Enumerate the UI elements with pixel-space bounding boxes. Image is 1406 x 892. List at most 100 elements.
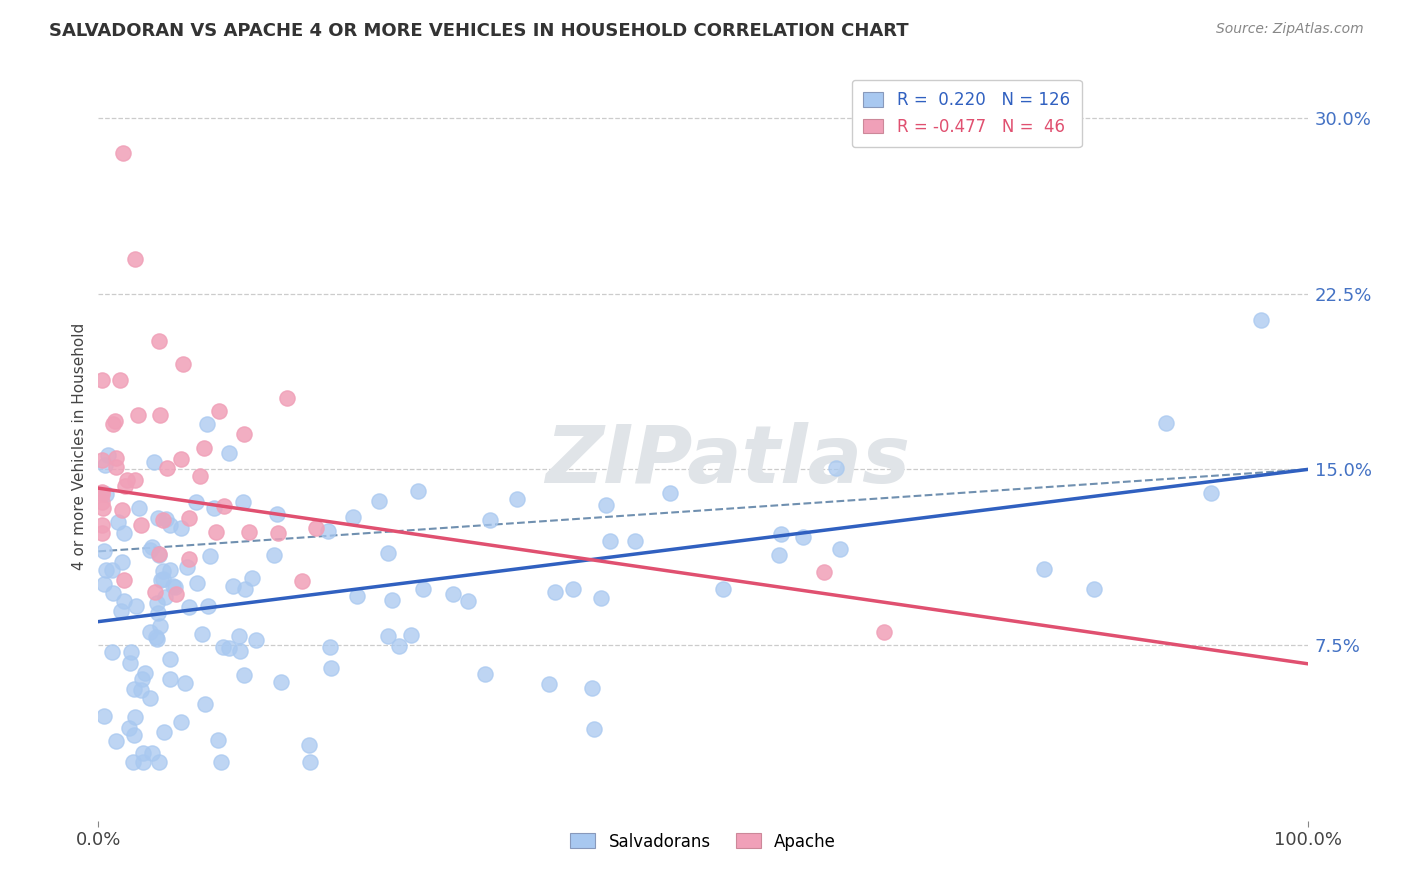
- Point: [152, 725, 174, 739]
- Point: [122, 728, 145, 742]
- Point: [377, 546, 399, 560]
- Point: [595, 498, 617, 512]
- Point: [139, 625, 162, 640]
- Point: [145, 596, 167, 610]
- Point: [544, 585, 567, 599]
- Point: [233, 582, 256, 597]
- Y-axis label: 4 or more Vehicles in Household: 4 or more Vehicles in Household: [72, 322, 87, 570]
- Point: [813, 566, 835, 580]
- Point: [94, 458, 117, 473]
- Point: [104, 734, 127, 748]
- Point: [238, 524, 260, 539]
- Point: [111, 555, 134, 569]
- Text: ZIPatlas: ZIPatlas: [544, 422, 910, 500]
- Point: [165, 580, 187, 594]
- Point: [122, 682, 145, 697]
- Point: [193, 441, 215, 455]
- Point: [205, 524, 228, 539]
- Point: [134, 666, 156, 681]
- Point: [159, 652, 181, 666]
- Point: [207, 732, 229, 747]
- Point: [94, 563, 117, 577]
- Point: [139, 690, 162, 705]
- Point: [538, 677, 561, 691]
- Point: [156, 461, 179, 475]
- Point: [658, 486, 681, 500]
- Point: [263, 549, 285, 563]
- Point: [108, 374, 131, 388]
- Point: [152, 564, 174, 578]
- Point: [104, 450, 127, 465]
- Point: [406, 484, 429, 499]
- Point: [148, 548, 170, 562]
- Point: [561, 582, 583, 596]
- Point: [101, 586, 124, 600]
- Point: [93, 709, 115, 723]
- Point: [319, 660, 342, 674]
- Point: [186, 575, 208, 590]
- Point: [1156, 416, 1178, 430]
- Point: [170, 451, 193, 466]
- Point: [155, 590, 177, 604]
- Point: [110, 604, 132, 618]
- Point: [170, 521, 193, 535]
- Point: [127, 408, 149, 422]
- Point: [221, 579, 243, 593]
- Point: [218, 445, 240, 459]
- Point: [93, 544, 115, 558]
- Point: [148, 334, 170, 348]
- Point: [194, 697, 217, 711]
- Legend: Salvadorans, Apache: Salvadorans, Apache: [564, 826, 842, 857]
- Point: [150, 574, 173, 588]
- Point: [381, 593, 404, 607]
- Point: [291, 574, 314, 589]
- Point: [104, 414, 127, 428]
- Point: [1083, 582, 1105, 596]
- Point: [152, 572, 174, 586]
- Point: [101, 645, 124, 659]
- Point: [103, 417, 125, 431]
- Point: [148, 547, 170, 561]
- Point: [412, 582, 434, 596]
- Point: [111, 503, 134, 517]
- Point: [93, 577, 115, 591]
- Point: [91, 485, 114, 500]
- Point: [202, 501, 225, 516]
- Point: [91, 486, 114, 500]
- Point: [165, 587, 187, 601]
- Point: [443, 587, 465, 601]
- Point: [143, 455, 166, 469]
- Point: [197, 599, 219, 613]
- Point: [177, 510, 200, 524]
- Point: [399, 628, 422, 642]
- Point: [316, 524, 339, 538]
- Point: [276, 391, 298, 405]
- Point: [1199, 486, 1222, 500]
- Point: [105, 460, 128, 475]
- Point: [131, 518, 153, 533]
- Point: [124, 252, 146, 266]
- Point: [97, 448, 120, 462]
- Point: [132, 746, 155, 760]
- Point: [172, 357, 194, 371]
- Point: [305, 521, 328, 535]
- Point: [94, 486, 117, 500]
- Point: [91, 373, 114, 387]
- Point: [124, 473, 146, 487]
- Point: [114, 479, 136, 493]
- Point: [141, 747, 163, 761]
- Point: [624, 533, 647, 548]
- Point: [377, 629, 399, 643]
- Point: [266, 507, 288, 521]
- Point: [91, 518, 114, 533]
- Point: [107, 515, 129, 529]
- Point: [298, 755, 321, 769]
- Point: [245, 632, 267, 647]
- Point: [232, 427, 254, 442]
- Point: [240, 571, 263, 585]
- Point: [457, 594, 479, 608]
- Point: [478, 513, 501, 527]
- Point: [232, 495, 254, 509]
- Point: [1250, 313, 1272, 327]
- Point: [155, 512, 177, 526]
